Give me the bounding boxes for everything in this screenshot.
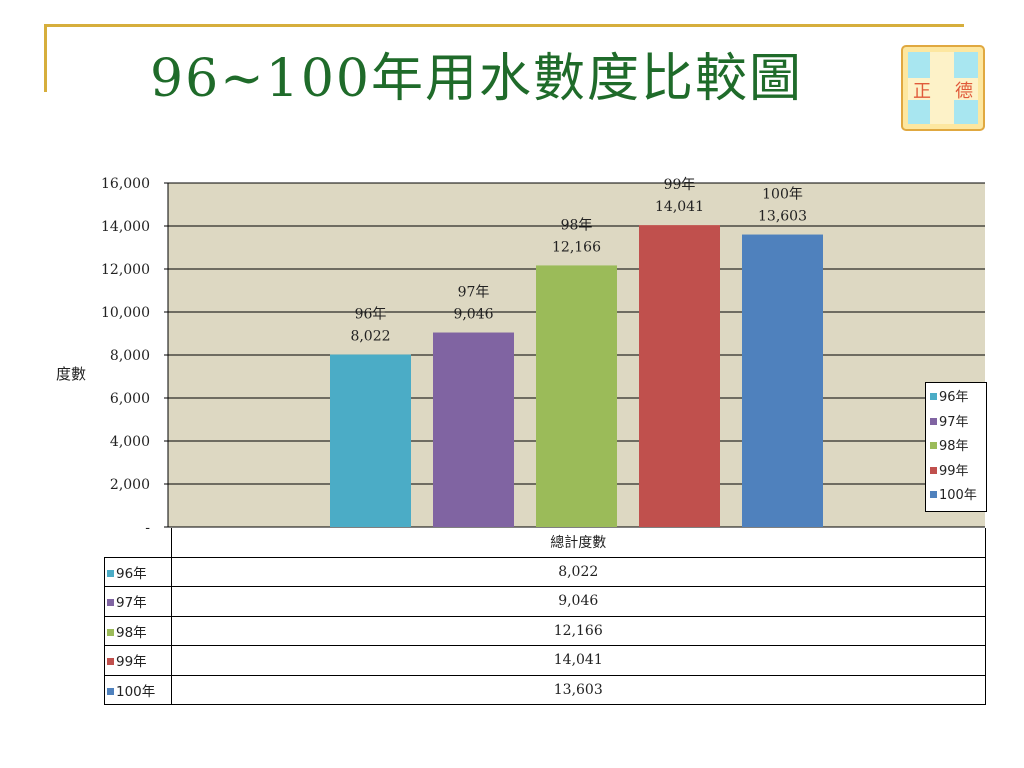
table-row: 100年 13,603: [104, 674, 986, 705]
bar-96年: [330, 354, 411, 527]
table-row: 96年 8,022: [104, 556, 986, 587]
y-tick-label: 16,000: [101, 176, 150, 192]
logo-text-left: 正: [913, 81, 931, 102]
data-label-value: 14,041: [655, 199, 704, 215]
data-label-value: 9,046: [453, 307, 493, 323]
decorative-line-top: [44, 24, 964, 27]
y-tick-label: 4,000: [110, 434, 150, 450]
legend-label: 98年: [939, 439, 969, 454]
table-row-value: 13,603: [170, 674, 986, 705]
table-row-value: 9,046: [170, 586, 986, 617]
table-legend-swatch: [107, 569, 114, 577]
legend-swatch: [930, 442, 937, 449]
table-legend-swatch: [107, 628, 114, 636]
table-row-value: 12,166: [170, 615, 986, 646]
table-row-label-text: 100年: [116, 683, 156, 700]
table-legend-swatch: [107, 658, 114, 666]
legend-item: 98年: [926, 435, 986, 460]
table-row: 97年 9,046: [104, 586, 986, 617]
data-label-value: 8,022: [350, 329, 390, 345]
legend-swatch: [930, 417, 937, 425]
table-row-value: 8,022: [170, 556, 986, 587]
y-tick-label: 8,000: [110, 348, 150, 364]
table-row-label: 98年: [104, 615, 172, 646]
table-legend-swatch: [107, 687, 114, 695]
table-row-label: 96年: [104, 556, 172, 587]
data-label-series: 97年: [458, 285, 490, 301]
legend-item: 100年: [926, 484, 986, 509]
data-label-series: 96年: [355, 307, 387, 323]
table-row-label-text: 99年: [116, 654, 147, 671]
bar-100年: [742, 234, 823, 527]
data-label-value: 12,166: [552, 239, 601, 255]
table-row-label-text: 98年: [116, 624, 147, 641]
table-row-label-text: 97年: [116, 595, 147, 612]
y-tick-label: 10,000: [101, 305, 150, 321]
legend-label: 96年: [939, 390, 969, 405]
chart-legend: 96年 97年 98年 99年 100年: [925, 382, 987, 512]
bar-99年: [639, 225, 720, 527]
legend-swatch: [930, 491, 937, 498]
data-label-value: 13,603: [758, 209, 807, 225]
legend-label: 97年: [939, 414, 969, 430]
table-row-label: 100年: [104, 674, 172, 705]
y-tick-label: 2,000: [110, 477, 150, 493]
legend-item: 99年: [926, 460, 986, 485]
data-label-series: 100年: [762, 187, 803, 203]
bar-98年: [536, 265, 617, 527]
legend-item: 96年: [926, 386, 986, 411]
bar-97年: [433, 332, 514, 527]
y-tick-label: 6,000: [110, 391, 150, 407]
logo-icon: 正 德: [901, 45, 985, 131]
table-row-label: 99年: [104, 645, 172, 676]
logo-text-right: 德: [955, 81, 973, 102]
data-label-series: 98年: [561, 217, 593, 233]
legend-label: 99年: [939, 463, 969, 479]
table-row-label: 97年: [104, 586, 172, 617]
data-label-series: 99年: [664, 177, 696, 193]
table-row-value: 14,041: [170, 645, 986, 676]
table-legend-swatch: [107, 599, 114, 607]
data-table-header: 總計度數: [170, 528, 986, 558]
legend-label: 100年: [939, 488, 977, 503]
slide-title: 96~100年用水數度比較圖: [150, 49, 803, 109]
decorative-line-left: [44, 24, 47, 92]
table-row: 99年 14,041: [104, 645, 986, 676]
table-row-label-text: 96年: [116, 565, 147, 582]
legend-swatch: [930, 393, 937, 400]
data-table-corner: [104, 528, 172, 558]
y-tick-label: 14,000: [101, 219, 150, 235]
legend-swatch: [930, 466, 937, 474]
data-table: 總計度數 96年 8,022 97年 9,046 98年 12,166 99年 14,041 1…: [104, 528, 986, 705]
table-row: 98年 12,166: [104, 615, 986, 646]
legend-item: 97年: [926, 411, 986, 436]
data-table-header-row: 總計度數: [104, 528, 986, 558]
y-axis-title: 度數: [56, 365, 87, 383]
y-tick-label: 12,000: [101, 262, 150, 278]
